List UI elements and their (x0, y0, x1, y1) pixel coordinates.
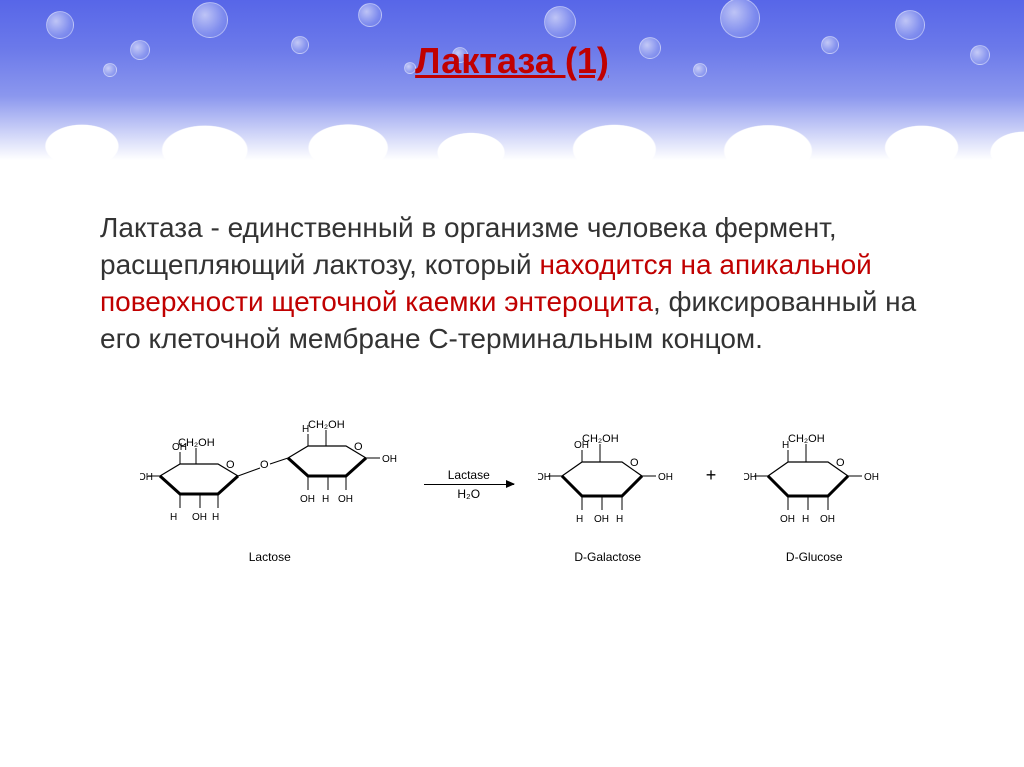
glucose-label: D-Glucose (786, 550, 843, 564)
svg-text:OH: OH (864, 472, 879, 483)
svg-text:OH: OH (744, 472, 757, 483)
svg-text:H: H (212, 512, 219, 523)
molecule-lactose: O CH₂OH OH OH H OH H O O (140, 406, 400, 564)
svg-text:H: H (302, 424, 309, 435)
svg-text:OH: OH (780, 514, 795, 525)
svg-text:OH: OH (382, 454, 397, 465)
svg-text:H: H (782, 440, 789, 451)
svg-text:H: H (802, 514, 809, 525)
bubble-decoration (639, 37, 661, 59)
svg-text:OH: OH (820, 514, 835, 525)
bubble-decoration (895, 10, 925, 40)
arrow-bottom-label: H₂O (457, 487, 480, 501)
svg-text:CH₂OH: CH₂OH (788, 433, 825, 445)
glucose-structure: O CH₂OH H OH OH H OH OH (744, 406, 884, 546)
svg-text:OH: OH (300, 494, 315, 505)
svg-text:OH: OH (574, 440, 589, 451)
bubble-decoration (192, 2, 228, 38)
svg-text:O: O (836, 457, 845, 469)
svg-text:OH: OH (594, 514, 609, 525)
molecule-glucose: O CH₂OH H OH OH H OH OH D-Glucose (744, 406, 884, 564)
svg-text:H: H (170, 512, 177, 523)
reaction-scheme: O CH₂OH OH OH H OH H O O (0, 406, 1024, 564)
bubble-decoration (358, 3, 382, 27)
bubble-decoration (103, 63, 117, 77)
svg-text:H: H (616, 514, 623, 525)
bubble-decoration (130, 40, 150, 60)
body-paragraph: Лактаза - единственный в организме челов… (0, 160, 1024, 378)
bubble-decoration (544, 6, 576, 38)
bubble-decoration (46, 11, 74, 39)
bubble-decoration (970, 45, 990, 65)
svg-text:OH: OH (192, 512, 207, 523)
svg-text:H: H (322, 494, 329, 505)
svg-text:O: O (354, 441, 363, 453)
lactose-structure: O CH₂OH OH OH H OH H O O (140, 406, 400, 546)
bubble-decoration (693, 63, 707, 77)
svg-text:OH: OH (338, 494, 353, 505)
foam-decoration (0, 90, 1024, 170)
galactose-label: D-Galactose (574, 550, 641, 564)
reaction-arrow: Lactase H₂O (424, 468, 514, 501)
plus-sign: + (702, 465, 721, 486)
svg-text:H: H (576, 514, 583, 525)
arrow-line (424, 484, 514, 485)
header-background: Лактаза (1) (0, 0, 1024, 160)
lactose-label: Lactose (249, 550, 291, 564)
molecule-galactose: O CH₂OH OH OH H OH H OH D-Galactose (538, 406, 678, 564)
svg-text:O: O (226, 459, 235, 471)
svg-text:OH: OH (172, 442, 187, 453)
slide-title: Лактаза (1) (415, 40, 609, 82)
svg-text:O: O (630, 457, 639, 469)
bubble-decoration (291, 36, 309, 54)
svg-text:OH: OH (538, 472, 551, 483)
svg-text:OH: OH (658, 472, 673, 483)
galactose-structure: O CH₂OH OH OH H OH H OH (538, 406, 678, 546)
svg-text:CH₂OH: CH₂OH (308, 419, 345, 431)
svg-text:OH: OH (140, 472, 153, 483)
arrow-top-label: Lactase (448, 468, 490, 482)
svg-text:O: O (260, 459, 269, 471)
bubble-decoration (720, 0, 760, 38)
bubble-decoration (821, 36, 839, 54)
